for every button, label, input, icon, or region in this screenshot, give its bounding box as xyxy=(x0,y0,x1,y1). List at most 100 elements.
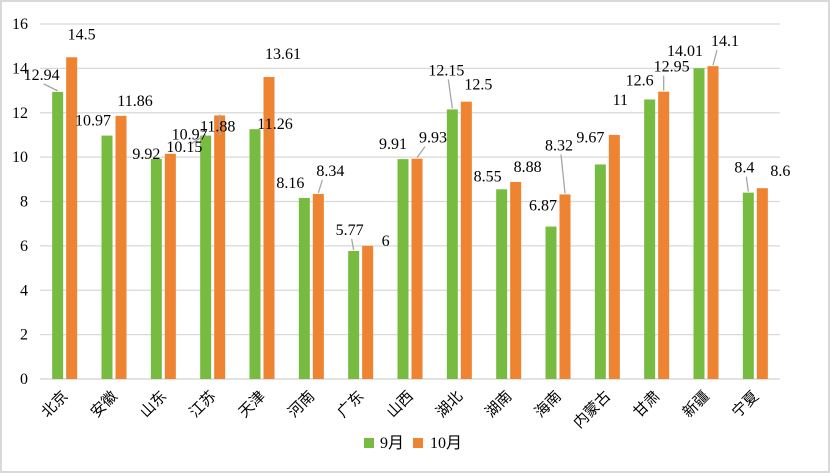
data-label: 11.88 xyxy=(200,118,235,135)
data-label: 12.5 xyxy=(464,77,492,94)
data-label: 9.92 xyxy=(132,146,160,163)
leader-line xyxy=(560,154,566,194)
data-label: 14.01 xyxy=(667,43,703,60)
x-tick-label: 海南 xyxy=(531,387,565,421)
x-tick-label: 江苏 xyxy=(186,387,220,421)
leader-line xyxy=(712,49,718,66)
y-tick-label: 14 xyxy=(12,60,28,77)
x-tick-label: 山东 xyxy=(136,387,170,421)
bar-sep xyxy=(594,164,606,379)
data-label: 10.15 xyxy=(166,139,202,156)
data-label: 10.97 xyxy=(75,113,111,130)
data-label: 10.97 xyxy=(172,127,208,144)
x-axis: 北京 安徽 山东 江苏 天津 河南 广东 山西 湖北 湖南 海南 内蒙古 甘肃 新疆 宁夏 xyxy=(38,387,763,432)
bar-sep xyxy=(249,129,261,379)
y-tick-label: 10 xyxy=(12,149,28,166)
bar-oct xyxy=(756,188,768,379)
bar-oct xyxy=(559,194,571,379)
x-tick-label: 河南 xyxy=(284,387,318,421)
legend-swatch-oct xyxy=(413,438,423,448)
bar-sep xyxy=(397,159,409,379)
y-tick-label: 16 xyxy=(12,16,28,33)
data-label: 8.16 xyxy=(276,175,304,192)
bar-sep xyxy=(742,192,754,379)
bar-sep xyxy=(150,158,162,379)
bar-oct xyxy=(608,134,620,379)
data-label: 12.94 xyxy=(24,67,60,84)
data-label: 8.55 xyxy=(474,168,502,185)
bars xyxy=(52,57,768,380)
leader-line xyxy=(351,238,355,251)
x-tick-label: 山西 xyxy=(383,387,417,421)
data-label: 5.77 xyxy=(336,222,364,239)
leader-line xyxy=(447,79,453,109)
bar-oct xyxy=(510,181,522,379)
y-tick-label: 8 xyxy=(20,194,28,211)
bar-oct xyxy=(658,91,670,379)
leader-line xyxy=(191,134,207,145)
bar-oct xyxy=(411,158,423,379)
x-tick-label: 广东 xyxy=(334,387,368,421)
data-label: 14.1 xyxy=(711,33,739,50)
data-label: 12.6 xyxy=(626,72,654,89)
bar-oct xyxy=(164,153,176,379)
data-label: 12.95 xyxy=(654,59,690,76)
data-label: 13.61 xyxy=(265,46,301,63)
data-label: 8.32 xyxy=(545,137,573,154)
data-label: 9.67 xyxy=(576,129,604,146)
bar-sep xyxy=(348,250,360,379)
bar-oct xyxy=(263,77,275,379)
data-label: 9.93 xyxy=(419,130,447,147)
bar-sep xyxy=(200,135,212,379)
bar-oct xyxy=(460,101,472,379)
bar-sep xyxy=(545,226,557,379)
x-tick-label: 宁夏 xyxy=(728,387,762,421)
data-label: 11.26 xyxy=(257,116,292,133)
bar-sep xyxy=(52,91,64,380)
x-tick-label: 北京 xyxy=(38,387,72,421)
leader-lines xyxy=(43,49,749,251)
data-label: 12.15 xyxy=(428,62,464,79)
data-label: 11 xyxy=(613,92,628,109)
leader-line xyxy=(317,179,323,194)
data-label: 6.87 xyxy=(529,198,557,215)
data-label: 8.34 xyxy=(316,163,344,180)
x-tick-label: 安徽 xyxy=(87,387,121,421)
bar-sep xyxy=(446,109,458,379)
x-tick-label: 湖北 xyxy=(432,387,466,421)
data-label: 9.91 xyxy=(379,136,407,153)
gridlines xyxy=(40,23,780,380)
data-label: 8.88 xyxy=(514,159,542,176)
y-tick-label: 2 xyxy=(20,327,28,344)
leader-line xyxy=(43,83,58,92)
data-label: 8.4 xyxy=(734,160,754,177)
y-tick-label: 12 xyxy=(12,105,28,122)
bar-sep xyxy=(496,189,508,379)
legend-swatch-sep xyxy=(364,438,374,448)
leader-line xyxy=(745,176,749,192)
y-tick-label: 6 xyxy=(20,238,28,255)
bar-oct xyxy=(707,66,719,379)
y-tick-label: 4 xyxy=(20,282,28,299)
data-label: 14.5 xyxy=(68,26,96,43)
bar-sep xyxy=(693,68,705,379)
x-tick-label: 内蒙古 xyxy=(570,387,615,432)
bar-oct xyxy=(312,193,324,379)
y-tick-label: 0 xyxy=(20,371,28,388)
bar-sep xyxy=(101,135,113,379)
legend-label-sep: 9月 xyxy=(380,435,404,452)
legend-label-oct: 10月 xyxy=(430,435,462,452)
leader-line xyxy=(416,146,426,159)
data-label: 8.6 xyxy=(770,163,790,180)
bar-oct xyxy=(66,57,78,379)
x-tick-label: 新疆 xyxy=(679,387,713,421)
legend: 9月 10月 xyxy=(364,435,462,452)
bar-oct xyxy=(115,115,127,379)
bar-sep xyxy=(644,99,656,379)
x-tick-label: 甘肃 xyxy=(630,387,664,421)
bar-sep xyxy=(298,197,310,379)
data-label: 6 xyxy=(382,233,390,250)
data-label: 11.86 xyxy=(117,93,152,110)
